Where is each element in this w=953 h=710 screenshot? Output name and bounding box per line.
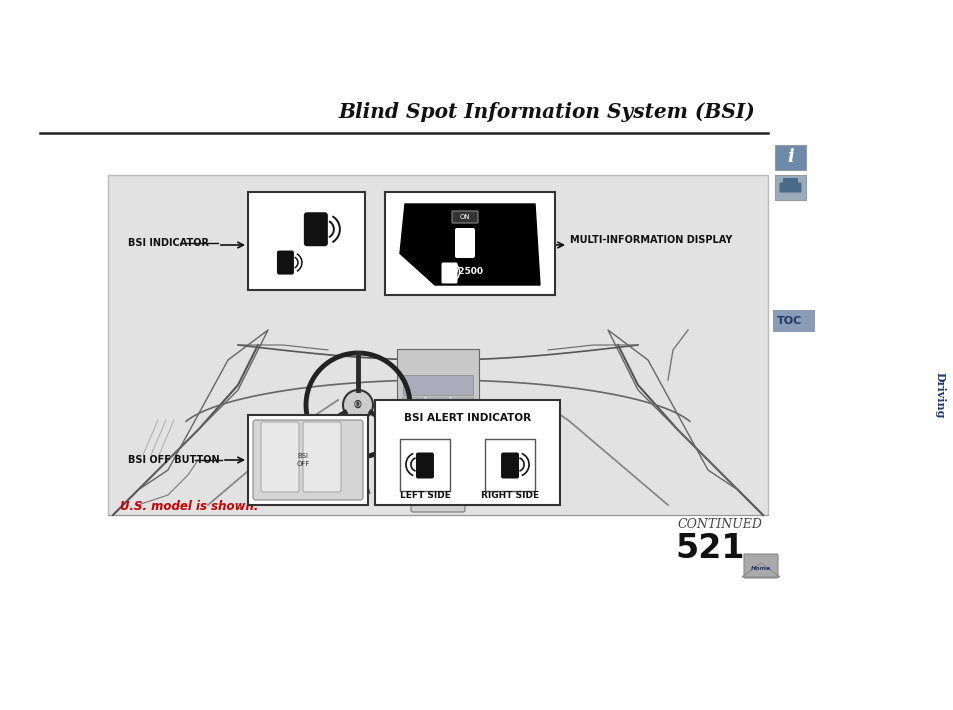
- FancyBboxPatch shape: [304, 212, 328, 246]
- FancyBboxPatch shape: [774, 175, 805, 200]
- FancyBboxPatch shape: [782, 178, 797, 184]
- FancyBboxPatch shape: [396, 349, 478, 416]
- FancyBboxPatch shape: [402, 375, 473, 395]
- Text: U.S. model is shown.: U.S. model is shown.: [120, 500, 258, 513]
- Text: 521: 521: [675, 532, 744, 564]
- FancyBboxPatch shape: [385, 192, 555, 295]
- Text: Home: Home: [750, 567, 770, 572]
- Circle shape: [343, 390, 373, 420]
- FancyBboxPatch shape: [261, 422, 298, 492]
- Text: LEFT SIDE: LEFT SIDE: [399, 491, 450, 500]
- Text: BSI OFF BUTTON: BSI OFF BUTTON: [128, 455, 219, 465]
- FancyBboxPatch shape: [452, 398, 473, 408]
- FancyBboxPatch shape: [743, 554, 778, 578]
- FancyBboxPatch shape: [427, 398, 448, 408]
- Text: 002500: 002500: [446, 268, 483, 276]
- FancyBboxPatch shape: [253, 420, 363, 500]
- Polygon shape: [399, 204, 539, 285]
- FancyBboxPatch shape: [248, 415, 368, 505]
- Text: BSI
OFF: BSI OFF: [296, 453, 310, 466]
- Text: MULTI-INFORMATION DISPLAY: MULTI-INFORMATION DISPLAY: [569, 235, 732, 245]
- FancyBboxPatch shape: [441, 263, 457, 283]
- Text: Blind Spot Information System (BSI): Blind Spot Information System (BSI): [338, 102, 754, 122]
- FancyBboxPatch shape: [416, 452, 434, 479]
- FancyBboxPatch shape: [772, 310, 814, 332]
- FancyBboxPatch shape: [399, 439, 450, 491]
- FancyBboxPatch shape: [779, 182, 801, 192]
- FancyBboxPatch shape: [375, 400, 559, 505]
- Polygon shape: [741, 563, 780, 577]
- FancyBboxPatch shape: [411, 408, 464, 512]
- FancyBboxPatch shape: [402, 398, 423, 408]
- FancyBboxPatch shape: [774, 145, 805, 170]
- Text: ON: ON: [459, 214, 470, 220]
- FancyBboxPatch shape: [484, 439, 535, 491]
- Text: i: i: [786, 148, 793, 167]
- Text: BSI ALERT INDICATOR: BSI ALERT INDICATOR: [403, 413, 531, 423]
- Text: ®: ®: [353, 400, 362, 410]
- Text: CONTINUED: CONTINUED: [677, 518, 761, 532]
- FancyBboxPatch shape: [108, 175, 767, 515]
- Text: BSI INDICATOR: BSI INDICATOR: [128, 238, 209, 248]
- FancyBboxPatch shape: [500, 452, 518, 479]
- FancyBboxPatch shape: [452, 211, 477, 223]
- FancyBboxPatch shape: [303, 422, 340, 492]
- FancyBboxPatch shape: [248, 192, 365, 290]
- Circle shape: [437, 413, 448, 423]
- Text: Driving: Driving: [934, 372, 944, 418]
- FancyBboxPatch shape: [276, 251, 294, 275]
- FancyBboxPatch shape: [455, 228, 475, 258]
- Text: TOC: TOC: [776, 316, 801, 326]
- Text: RIGHT SIDE: RIGHT SIDE: [480, 491, 538, 500]
